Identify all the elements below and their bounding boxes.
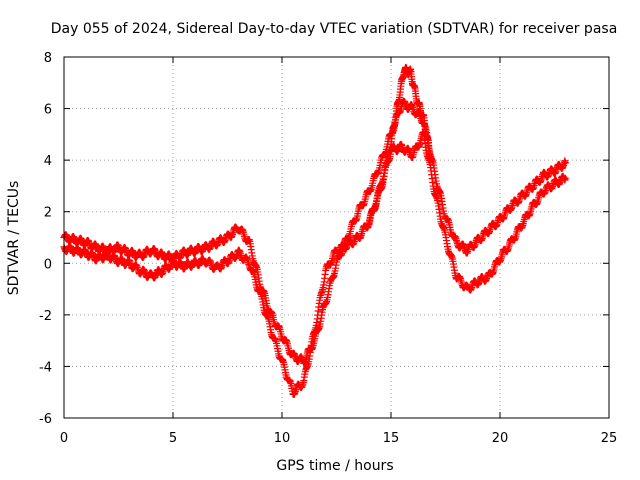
y-axis-label: SDTVAR / TECUs — [6, 181, 22, 296]
x-tick-label: 0 — [60, 431, 68, 446]
data-points — [60, 63, 569, 398]
x-axis-label: GPS time / hours — [276, 458, 393, 474]
chart-title: Day 055 of 2024, Sidereal Day-to-day VTE… — [51, 21, 618, 37]
x-tick-label: 20 — [492, 431, 509, 446]
series-trace — [365, 63, 434, 228]
y-tick-label: 2 — [44, 206, 52, 221]
y-tick-label: -2 — [39, 309, 52, 324]
y-tick-label: 4 — [44, 154, 52, 169]
plot-frame — [63, 56, 610, 419]
x-tick-label: 10 — [274, 431, 291, 446]
x-tick-label: 25 — [601, 431, 618, 446]
data-point — [561, 159, 569, 167]
y-tick-label: 0 — [44, 257, 52, 272]
y-tick-label: -4 — [39, 360, 52, 375]
x-tick-label: 15 — [383, 431, 400, 446]
y-tick-label: -6 — [39, 412, 52, 427]
y-tick-label: 8 — [44, 51, 52, 66]
axis-ticks: 0 5 10 15 20 25 -6 -4 -2 0 2 4 6 8 — [39, 51, 617, 446]
series-trace — [60, 128, 569, 398]
x-tick-label: 5 — [169, 431, 177, 446]
data-point — [561, 174, 569, 182]
data-point — [426, 151, 434, 159]
grid — [64, 57, 609, 418]
y-tick-label: 6 — [44, 103, 52, 118]
